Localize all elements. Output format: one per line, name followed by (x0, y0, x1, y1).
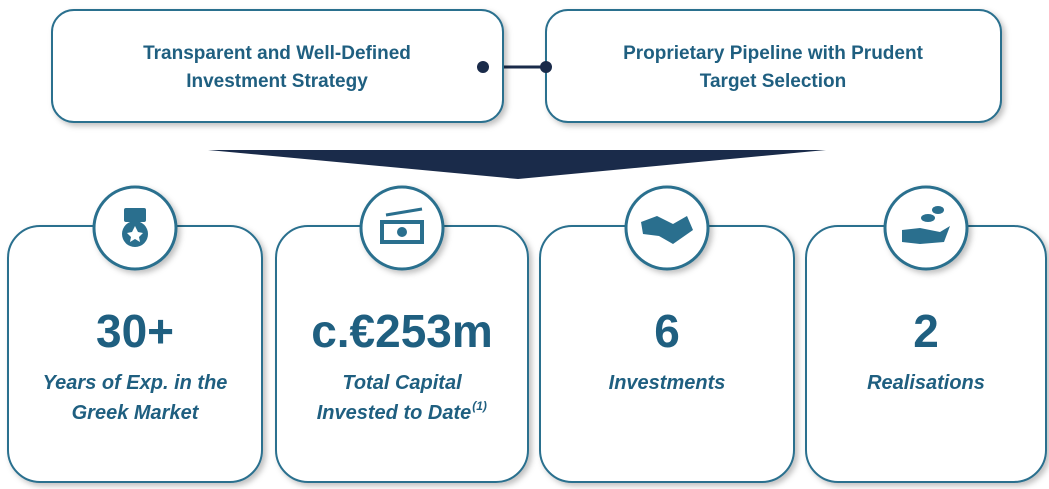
icon (921, 214, 935, 222)
connector-dot (477, 61, 489, 73)
pipeline-box (545, 9, 1002, 123)
card-value: 30+ (96, 305, 174, 357)
card-label: Years of Exp. in the (43, 372, 228, 394)
icon (397, 227, 407, 237)
cards: 30+ Years of Exp. in the Greek Market c.€25… (7, 185, 1047, 483)
icon (902, 226, 950, 244)
icon (932, 206, 944, 214)
strategy-box (51, 9, 504, 123)
card-value: 6 (654, 305, 680, 357)
card-label: Invested to Date (317, 402, 471, 424)
icon (127, 226, 143, 242)
card-label: Investments (609, 372, 726, 394)
box-text: Investment Strategy (186, 71, 368, 92)
icon (385, 207, 423, 217)
card-value: 2 (913, 305, 939, 357)
card-value: c.€253m (311, 305, 493, 357)
card-label: Total Capital (342, 372, 462, 394)
icon-circle (883, 185, 969, 271)
box-text: Target Selection (700, 71, 846, 92)
funnel (208, 150, 826, 179)
footnote: (1) (472, 399, 487, 413)
top-row: Transparent and Well-Defined Investment S… (51, 9, 1002, 123)
box-text: Transparent and Well-Defined (143, 43, 411, 64)
icon (124, 208, 146, 222)
card-label: Realisations (867, 372, 985, 394)
card-label: Greek Market (72, 402, 200, 424)
box-text: Proprietary Pipeline with Prudent (623, 43, 924, 64)
icon (641, 216, 693, 244)
connector-dot (540, 61, 552, 73)
